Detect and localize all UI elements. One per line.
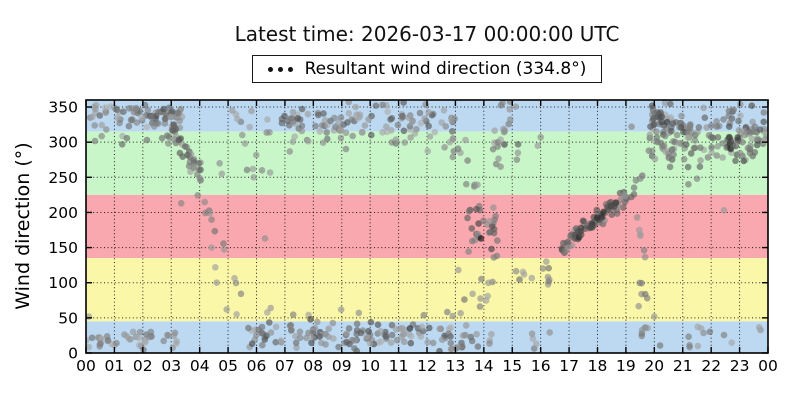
x-tick-label: 08 (303, 357, 323, 375)
x-tick-label: 03 (161, 357, 181, 375)
y-tick-label: 0 (68, 345, 78, 363)
x-tick-label: 23 (730, 357, 750, 375)
chart-title: Latest time: 2026-03-17 00:00:00 UTC (234, 22, 620, 46)
x-tick-label: 22 (701, 357, 721, 375)
x-tick-label: 21 (673, 357, 693, 375)
x-tick-label: 01 (105, 357, 125, 375)
x-tick-label: 13 (446, 357, 466, 375)
grid-lines (86, 100, 768, 353)
x-tick-labels: 00 01 02 03 04 05 06 07 08 09 10 11 12 13 14 15 16 17 18 19… (76, 357, 778, 375)
legend: Resultant wind direction (334.8°) (251, 55, 603, 83)
axis-ticks (85, 100, 769, 354)
scatter-points (86, 100, 768, 353)
legend-row: Resultant wind direction (334.8°) (86, 55, 768, 83)
y-tick-label: 50 (58, 309, 78, 327)
x-tick-label: 12 (417, 357, 437, 375)
legend-label: Resultant wind direction (334.8°) (304, 59, 587, 79)
x-tick-label: 02 (133, 357, 153, 375)
scatter-marker-icon (267, 66, 293, 72)
y-tick-label: 350 (48, 99, 78, 117)
y-tick-label: 150 (48, 239, 78, 257)
x-tick-label: 14 (474, 357, 494, 375)
x-tick-label: 05 (218, 357, 238, 375)
x-tick-label: 17 (559, 357, 579, 375)
x-tick-label: 07 (275, 357, 295, 375)
x-tick-label: 20 (644, 357, 664, 375)
x-tick-label: 04 (190, 357, 210, 375)
x-tick-label: 16 (531, 357, 551, 375)
y-tick-label: 300 (48, 134, 78, 152)
y-axis-label: Wind direction (°) (12, 142, 34, 310)
x-tick-label: 00 (76, 357, 96, 375)
x-tick-label: 00 (758, 357, 778, 375)
y-tick-label: 250 (48, 169, 78, 187)
y-tick-label: 200 (48, 204, 78, 222)
x-tick-label: 19 (616, 357, 636, 375)
y-tick-label: 100 (48, 274, 78, 292)
x-tick-label: 06 (247, 357, 267, 375)
x-tick-label: 18 (588, 357, 608, 375)
y-tick-labels: 0 50 100 150 200 250 300 350 (48, 99, 78, 363)
x-tick-label: 10 (360, 357, 380, 375)
x-tick-label: 11 (389, 357, 409, 375)
x-tick-label: 09 (332, 357, 352, 375)
x-tick-label: 15 (502, 357, 522, 375)
